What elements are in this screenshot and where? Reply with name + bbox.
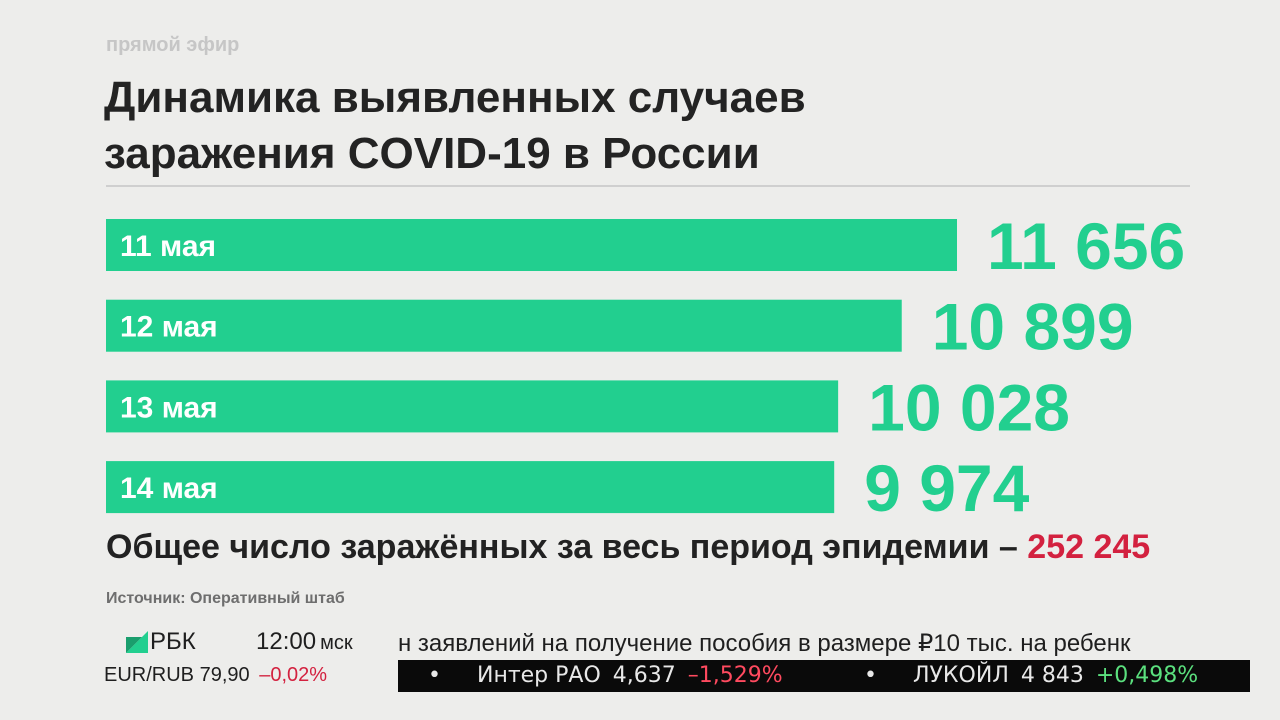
chart-title-line1: Динамика выявленных случаев xyxy=(104,73,806,122)
bar-value-label: 9 974 xyxy=(864,451,1029,520)
chart-title: Динамика выявленных случаев заражения CO… xyxy=(104,70,1104,182)
fx-value: 79,90 xyxy=(199,664,250,686)
bar-category-label: 13 мая xyxy=(120,391,218,424)
bar-value-label: 11 656 xyxy=(987,209,1185,283)
stock-name: ЛУКОЙЛ xyxy=(912,663,1009,688)
bar xyxy=(106,299,902,352)
bar-value-label: 10 899 xyxy=(932,290,1134,364)
title-divider xyxy=(106,185,1190,187)
stock-name: Интер РАО xyxy=(476,663,601,688)
stock-change: +0,498% xyxy=(1095,663,1199,688)
stock-quote-inter-rao: • Интер РАО 4,637 –1,529% xyxy=(428,663,783,688)
source-note: Источник: Оперативный штаб xyxy=(106,590,345,607)
fx-rate: EUR/RUB 79,90 –0,02% xyxy=(104,664,327,687)
total-cases-line: Общее число заражённых за весь период эп… xyxy=(106,528,1150,567)
clock-time: 12:00 xyxy=(256,628,317,655)
ticker-bullet-icon: • xyxy=(864,663,877,688)
stock-price: 4,637 xyxy=(612,663,676,688)
bar xyxy=(106,219,957,271)
stock-change: –1,529% xyxy=(687,663,783,688)
bar xyxy=(106,380,839,433)
stock-ticker: • Интер РАО 4,637 –1,529% • ЛУКОЙЛ 4 843 +0,49… xyxy=(398,660,1250,692)
stock-quote-lukoil: • ЛУКОЙЛ 4 843 +0,498% xyxy=(864,663,1198,688)
bar xyxy=(106,461,835,514)
bar-category-label: 11 мая xyxy=(120,230,216,263)
fx-change: –0,02% xyxy=(259,664,328,686)
rbc-logo-icon xyxy=(126,631,148,653)
market-ticker: EUR/RUB 79,90 –0,02% • Интер РАО 4,637 –1,5… xyxy=(0,660,1280,692)
news-crawl-text: н заявлений на получение пособия в разме… xyxy=(398,630,1131,657)
channel-logo: РБК xyxy=(126,628,196,656)
live-broadcast-label: прямой эфир xyxy=(106,34,240,56)
broadcast-clock: 12:00 мск xyxy=(256,628,353,656)
bar-category-label: 12 мая xyxy=(120,311,218,344)
bar-value-label: 10 028 xyxy=(868,370,1070,444)
total-cases-value: 252 245 xyxy=(1027,528,1151,566)
stock-price: 4 843 xyxy=(1020,663,1084,688)
fx-pair: EUR/RUB xyxy=(104,664,195,686)
bar-chart: 11 мая 11 656 12 мая 10 899 13 мая 10 028 14 м… xyxy=(106,209,1185,520)
ticker-bullet-icon: • xyxy=(428,663,441,688)
chart-title-line2: заражения COVID-19 в России xyxy=(104,129,760,178)
bar-category-label: 14 мая xyxy=(120,472,218,505)
clock-timezone: мск xyxy=(320,632,353,654)
news-ticker: РБК 12:00 мск н заявлений на получение по… xyxy=(0,622,1280,662)
channel-logo-text: РБК xyxy=(150,628,196,655)
total-cases-label: Общее число заражённых за весь период эп… xyxy=(106,528,1018,566)
news-crawl: н заявлений на получение пособия в разме… xyxy=(398,629,1280,661)
